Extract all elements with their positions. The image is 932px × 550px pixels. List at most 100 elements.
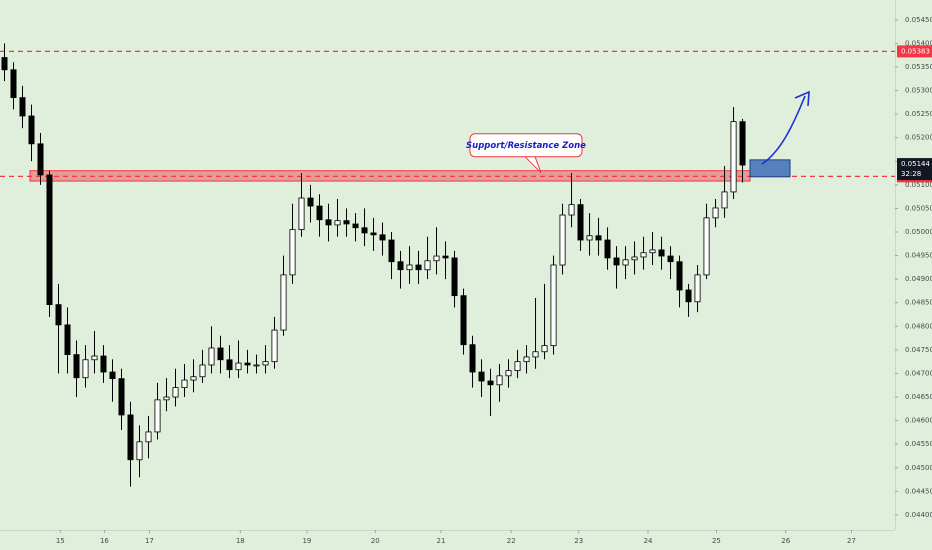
x-tick-label: 25 [712,537,721,545]
x-tick-label: 16 [100,537,109,545]
y-tick-label: 0.04400 [905,511,932,519]
candle-body [136,441,143,461]
candle-body [478,371,485,382]
candle-body [298,197,305,231]
y-tick-label: 0.05450 [905,16,932,24]
level-label-box [897,45,932,58]
callout-box [469,133,583,158]
candle-body [433,255,440,262]
candle-body [721,191,728,209]
candle-body [10,69,17,99]
candle-body [55,304,62,326]
candle-body [631,256,638,261]
candle-body [352,223,359,229]
candle-body [181,379,188,388]
candle-body [442,255,449,259]
candle-body [622,259,629,266]
candle-body [307,197,314,207]
candle-body [388,239,395,263]
candle-body [244,362,251,366]
candle-body [190,376,197,381]
candle-body [694,274,701,303]
y-tick-label: 0.04500 [905,464,932,472]
candle-body [28,115,35,145]
arrow [761,95,806,165]
candle-body [145,431,152,443]
y-tick-label: 0.04650 [905,393,932,401]
candle-body [550,264,557,347]
candle-body [154,399,161,433]
y-tick-label: 0.05050 [905,204,932,212]
candle-body [568,204,575,216]
y-tick-label: 0.04550 [905,440,932,448]
x-tick-label: 19 [302,537,311,545]
candle-body [253,364,260,367]
candle-body [487,380,494,386]
candle-body [262,361,269,366]
candle-body [460,295,467,346]
candle-body [703,217,710,276]
y-tick-label: 0.05400 [905,39,932,47]
y-tick-label: 0.04800 [905,322,932,330]
candle-body [163,396,170,401]
candle-body [541,345,548,353]
candle-body [649,249,656,254]
y-tick-label: 0.04900 [905,275,932,283]
candle-body [532,351,539,358]
arrow-head [794,90,810,107]
candle-body [604,239,611,259]
levels [0,50,895,182]
candle-body [289,229,296,276]
x-tick-label: 24 [644,537,653,545]
candle-body [82,359,89,379]
candle-body [379,234,386,241]
x-tick-label: 17 [145,537,154,545]
candle-body [685,289,692,303]
y-tick-label: 0.04600 [905,417,932,425]
candle-body [406,264,413,271]
candle-body [118,378,125,416]
y-tick-label: 0.04750 [905,346,932,354]
price-label: 0.05144 [901,160,930,168]
candle-body [325,219,332,226]
candle-body [523,356,530,363]
candle-body [658,249,665,257]
candle-body [613,257,620,266]
callout-text: Support/Resistance Zone [466,141,586,151]
x-tick-label: 18 [236,537,245,545]
candle-body [316,205,323,221]
level-label: 0.05383 [901,47,930,55]
candle-body [451,257,458,297]
candle-body [415,264,422,271]
candle-body [343,220,350,225]
candle-body [334,220,341,226]
candle-body [64,324,71,355]
x-tick-label: 15 [56,537,65,545]
y-tick-label: 0.04950 [905,252,932,260]
candle-body [37,143,44,176]
candle-body [217,347,224,361]
y-tick-label: 0.05100 [905,181,932,189]
y-tick-label: 0.04450 [905,487,932,495]
y-tick-label: 0.04850 [905,299,932,307]
candle-body [739,121,746,166]
candle-body [208,347,215,366]
candle-body [667,255,674,263]
x-tick-label: 26 [781,537,790,545]
y-tick-label: 0.05000 [905,228,932,236]
candle-body [640,252,647,258]
candle-body [73,354,80,379]
candle-body [361,227,368,234]
candle-body [1,57,8,71]
callout-pointer [524,156,542,174]
y-tick-label: 0.05200 [905,134,932,142]
candle-body [226,359,233,371]
candle-body [109,371,116,380]
y-tick-label: 0.05250 [905,110,932,118]
candle-body [127,414,134,461]
candle-body [712,207,719,219]
